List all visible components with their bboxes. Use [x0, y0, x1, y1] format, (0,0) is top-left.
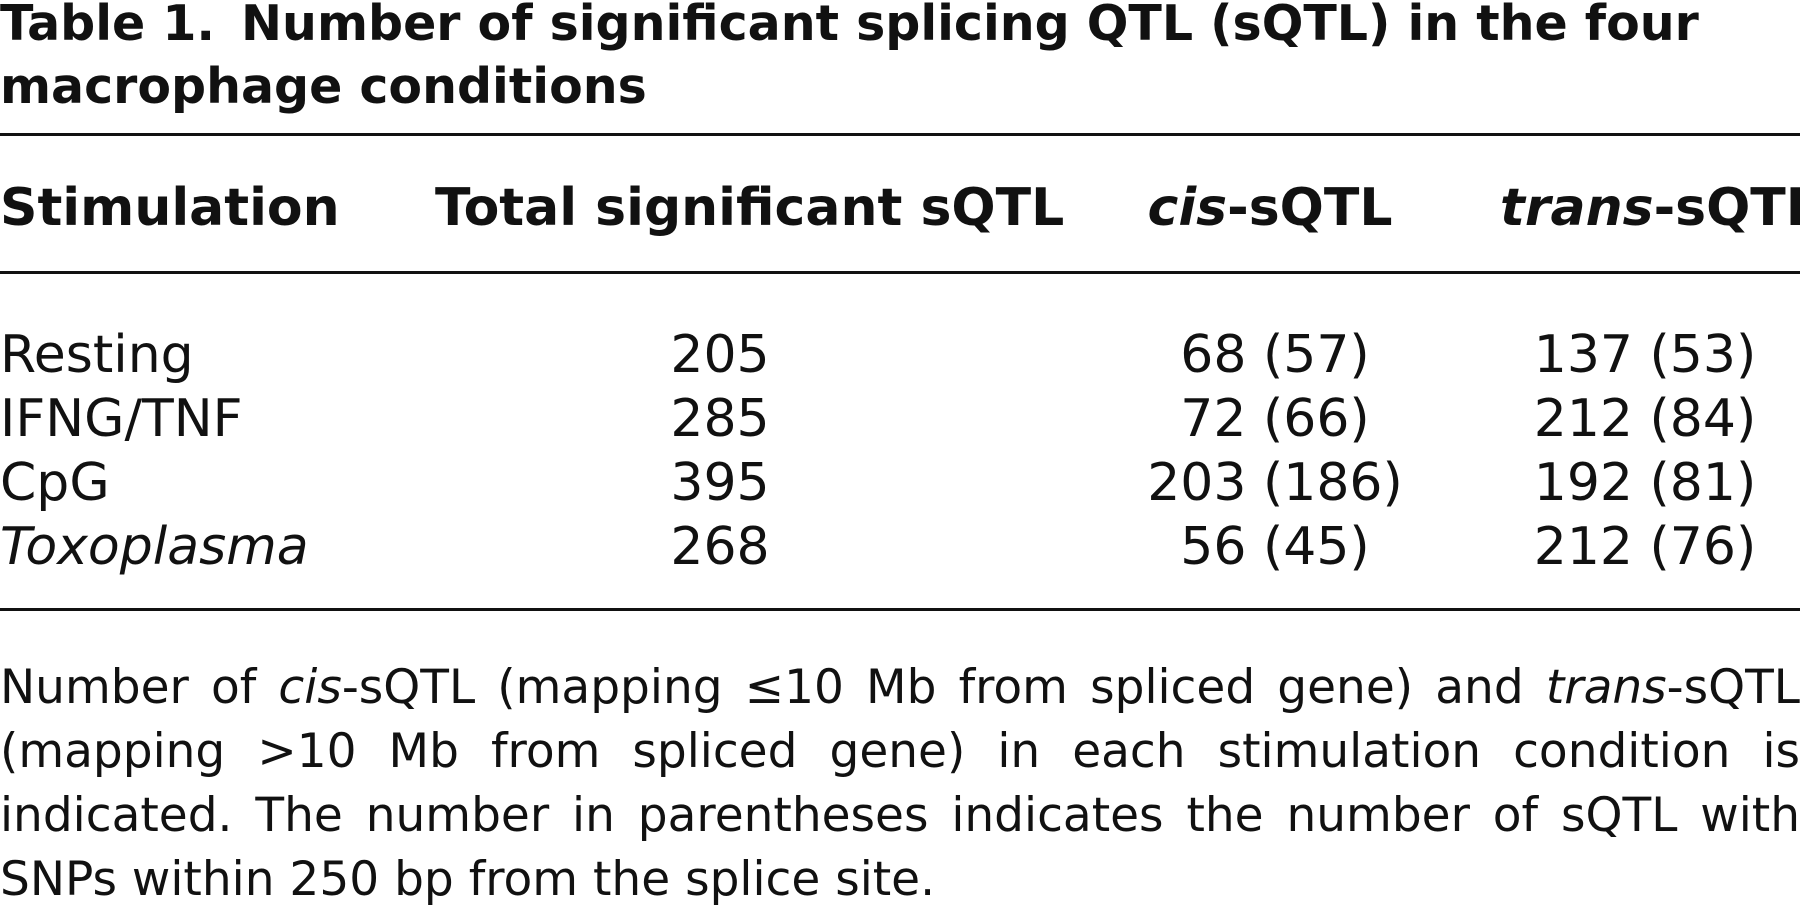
row-cis: 68 (57)	[1180, 325, 1370, 385]
table-label: Table 1.	[0, 0, 216, 52]
row-stimulation: Toxoplasma	[0, 517, 309, 577]
row-trans: 137 (53)	[1533, 325, 1757, 385]
header-cis-sqtl: cis-sQTL	[1120, 178, 1420, 238]
header-trans-prefix: trans	[1500, 178, 1654, 238]
header-rule	[0, 271, 1800, 274]
row-cis: 72 (66)	[1180, 389, 1370, 449]
footnote-trans: trans	[1545, 660, 1667, 715]
row-stimulation: IFNG/TNF	[0, 389, 243, 449]
row-trans: 192 (81)	[1533, 453, 1757, 513]
row-total: 205	[670, 325, 770, 385]
footnote-text: -sQTL (mapping >10 Mb from spliced gene)…	[0, 660, 1800, 907]
row-stimulation: Resting	[0, 325, 194, 385]
bottom-rule	[0, 608, 1800, 611]
header-stimulation: Stimulation	[0, 178, 340, 238]
header-cis-prefix: cis	[1147, 178, 1228, 238]
table-footnote: Number of cis-sQTL (mapping ≤10 Mb from …	[0, 656, 1800, 912]
header-total: Total significant sQTL	[435, 178, 1065, 238]
top-rule	[0, 133, 1800, 136]
row-cis: 203 (186)	[1147, 453, 1403, 513]
row-total: 395	[670, 453, 770, 513]
row-trans: 212 (76)	[1533, 517, 1757, 577]
header-trans-sqtl: trans-sQTL	[1500, 178, 1800, 238]
row-total: 285	[670, 389, 770, 449]
row-trans: 212 (84)	[1533, 389, 1757, 449]
table-caption: Table 1. Number of significant splicing Q…	[0, 0, 1800, 118]
row-total: 268	[670, 517, 770, 577]
row-stimulation: CpG	[0, 453, 110, 513]
footnote-text: Number of	[0, 660, 279, 715]
footnote-cis: cis	[278, 660, 342, 715]
header-cis-suffix: -sQTL	[1227, 178, 1393, 238]
table-title: Number of significant splicing QTL (sQTL…	[0, 0, 1699, 115]
row-cis: 56 (45)	[1180, 517, 1370, 577]
header-trans-suffix: -sQTL	[1653, 178, 1800, 238]
footnote-text: -sQTL (mapping ≤10 Mb from spliced gene)…	[341, 660, 1546, 715]
